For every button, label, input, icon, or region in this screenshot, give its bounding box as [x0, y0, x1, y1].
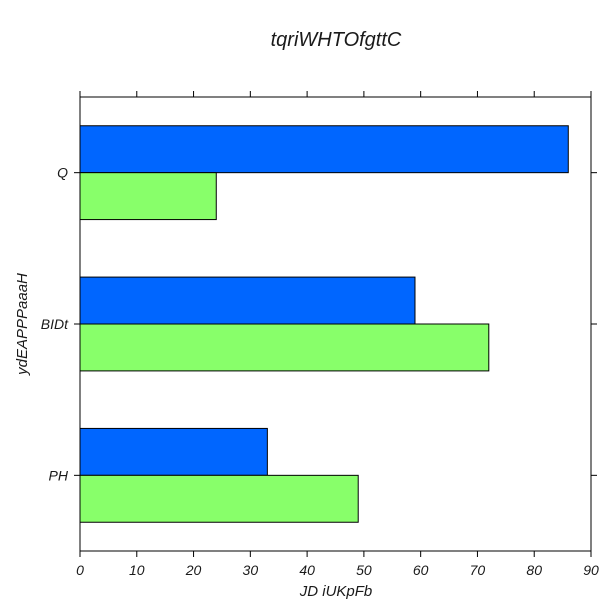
y-tick-label: BIDt: [41, 316, 69, 332]
bar-ph-series-1: [80, 428, 267, 475]
x-tick-label: 10: [129, 562, 145, 578]
x-axis-label: JD iUKpFb: [299, 583, 373, 600]
bar-ph-series-2: [80, 475, 358, 522]
bar-q-series-2: [80, 173, 216, 220]
bar-bidt-series-2: [80, 324, 489, 371]
x-tick-label: 40: [299, 562, 315, 578]
y-tick-label: PH: [49, 467, 69, 483]
x-tick-label: 70: [470, 562, 486, 578]
x-tick-label: 30: [243, 562, 259, 578]
bar-bidt-series-1: [80, 277, 415, 324]
chart-title: tqriWHTOfgttC: [271, 29, 402, 51]
y-tick-label: Q: [57, 165, 68, 181]
x-tick-label: 90: [583, 562, 599, 578]
x-tick-label: 60: [413, 562, 429, 578]
y-axis-label: ydEAPPPaaaH: [14, 273, 31, 376]
bar-q-series-1: [80, 126, 568, 173]
x-tick-label: 50: [356, 562, 372, 578]
x-tick-label: 0: [76, 562, 84, 578]
plot-area: Q BIDt PH 0 10 20 30 40 50 60 70 80 90: [41, 91, 599, 578]
x-tick-label: 80: [526, 562, 542, 578]
x-tick-label: 20: [185, 562, 202, 578]
